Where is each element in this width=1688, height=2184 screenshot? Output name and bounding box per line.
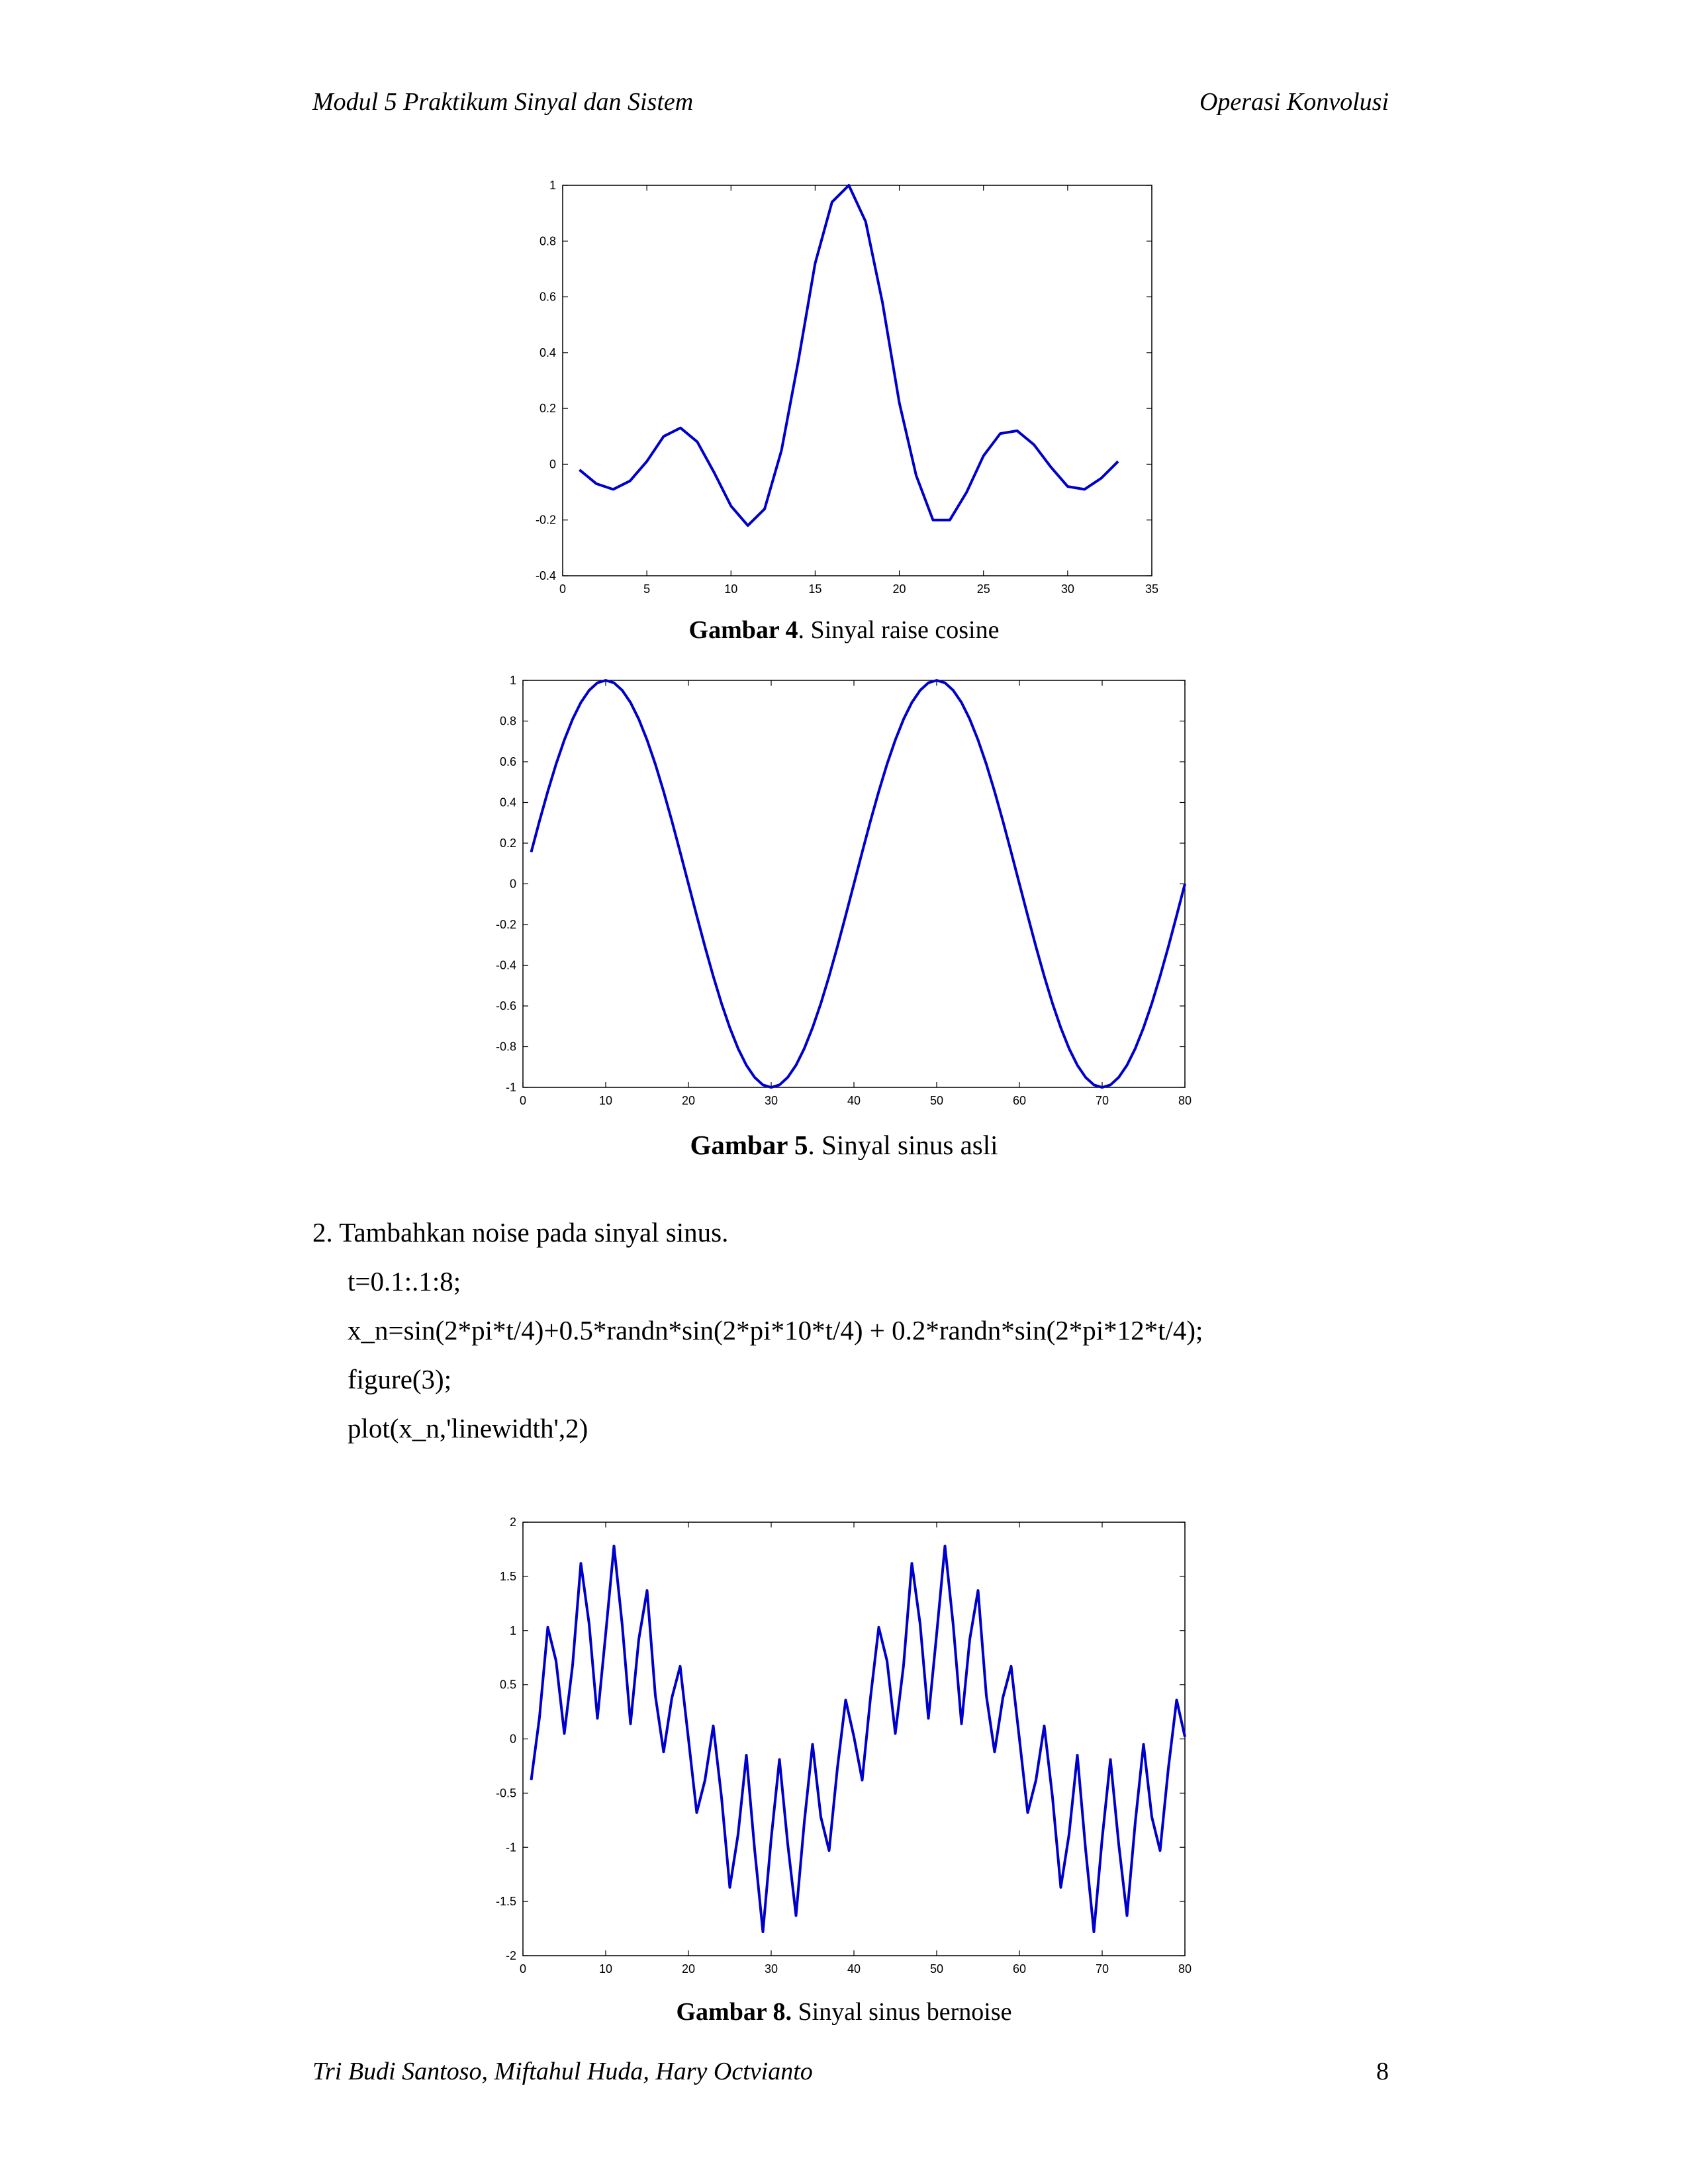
code-line-4: plot(x_n,'linewidth',2) xyxy=(348,1413,588,1443)
y-tick-label: 1 xyxy=(510,1624,516,1637)
x-tick-label: 70 xyxy=(1096,1962,1109,1976)
step-2-text: 2. Tambahkan noise pada sinyal sinus. xyxy=(312,1217,729,1248)
y-tick-label: -1 xyxy=(506,1081,516,1094)
figure-8-caption-text: Sinyal sinus bernoise xyxy=(792,1998,1012,2026)
x-tick-label: 70 xyxy=(1096,1094,1109,1107)
x-tick-label: 0 xyxy=(559,582,566,596)
x-tick-label: 40 xyxy=(847,1094,861,1107)
x-tick-label: 20 xyxy=(682,1094,695,1107)
code-line-2: x_n=sin(2*pi*t/4)+0.5*randn*sin(2*pi*10*… xyxy=(348,1315,1203,1345)
figure-4-plot: 0 5 10 15 20 25 30 35 -0.4 -0.2 0 0.2 0.4 0.6 0.8 1 xyxy=(516,169,1165,606)
x-tick-label: 35 xyxy=(1145,582,1158,596)
y-tick-label: 1 xyxy=(549,179,556,192)
y-tick-label: -0.8 xyxy=(496,1040,516,1054)
y-tick-label: 0.2 xyxy=(539,402,556,415)
x-tick-label: 40 xyxy=(847,1962,861,1976)
y-tick-label: 0.4 xyxy=(539,346,556,359)
series-line xyxy=(530,1545,1186,1933)
x-tick-label: 60 xyxy=(1013,1962,1026,1976)
raise-cosine-chart: 0 5 10 15 20 25 30 35 -0.4 -0.2 0 0.2 0.4 0.6 0.8 1 xyxy=(536,179,1158,596)
figure-4-label: Gambar 4 xyxy=(688,616,798,644)
page-number: 8 xyxy=(1376,2058,1389,2085)
x-tick-label: 0 xyxy=(520,1094,526,1107)
x-tick-label: 60 xyxy=(1013,1094,1026,1107)
series-line xyxy=(530,679,1186,1089)
running-header-right: Operasi Konvolusi xyxy=(1199,88,1389,116)
x-tick-label: 10 xyxy=(599,1962,612,1976)
x-tick-label: 50 xyxy=(930,1962,943,1976)
x-tick-label: 30 xyxy=(765,1094,778,1107)
series-line xyxy=(579,184,1119,527)
y-tick-label: -1.5 xyxy=(496,1895,516,1908)
x-tick-label: 20 xyxy=(682,1962,695,1976)
x-tick-label: 10 xyxy=(724,582,737,596)
sine-original-chart: 0 10 20 30 40 50 60 70 80 -1 -0.8 -0.6 -0.4 -0.2 0 0.2 0… xyxy=(496,674,1192,1107)
y-tick-label: 0.2 xyxy=(500,837,516,850)
y-tick-label: -0.5 xyxy=(496,1786,516,1799)
figure-8-label: Gambar 8. xyxy=(676,1998,792,2026)
y-tick-label: 0 xyxy=(549,457,556,471)
figure-5-label: Gambar 5 xyxy=(690,1130,808,1160)
x-tick-label: 80 xyxy=(1178,1094,1192,1107)
y-tick-label: 0.8 xyxy=(500,715,516,728)
code-line-1: t=0.1:.1:8; xyxy=(348,1266,461,1297)
y-tick-label: -1 xyxy=(506,1841,516,1854)
code-line-3: figure(3); xyxy=(348,1364,452,1394)
y-tick-label: 0 xyxy=(510,1733,516,1746)
y-tick-label: 1 xyxy=(510,674,516,687)
footer-authors: Tri Budi Santoso, Miftahul Huda, Hary Oc… xyxy=(312,2058,813,2085)
figure-8-plot: 0 10 20 30 40 50 60 70 80 -2 -1.5 -1 -0.5 0 0.5 1 1.5 2 xyxy=(477,1509,1205,1985)
figure-5-caption: Gambar 5. Sinyal sinus asli xyxy=(0,1129,1688,1161)
sine-noise-chart: 0 10 20 30 40 50 60 70 80 -2 -1.5 -1 -0.5 0 0.5 1 1.5 2 xyxy=(496,1516,1192,1976)
figure-5-plot: 0 10 20 30 40 50 60 70 80 -1 -0.8 -0.6 -0.4 -0.2 0 0.2 0… xyxy=(477,667,1205,1117)
x-tick-label: 20 xyxy=(893,582,906,596)
y-tick-label: 0.5 xyxy=(500,1678,516,1692)
y-tick-label: -0.2 xyxy=(496,918,516,931)
running-header-left: Modul 5 Praktikum Sinyal dan Sistem xyxy=(312,88,694,116)
x-tick-label: 5 xyxy=(643,582,650,596)
y-tick-label: 0 xyxy=(510,878,516,891)
y-tick-label: -0.4 xyxy=(496,959,516,972)
x-tick-label: 10 xyxy=(599,1094,612,1107)
x-tick-label: 50 xyxy=(930,1094,943,1107)
figure-4-caption-text: . Sinyal raise cosine xyxy=(798,616,1000,644)
x-tick-label: 15 xyxy=(808,582,821,596)
figure-4-caption: Gambar 4. Sinyal raise cosine xyxy=(0,615,1688,645)
y-tick-label: -0.2 xyxy=(536,514,556,527)
y-tick-label: 0.6 xyxy=(500,755,516,768)
figure-5-caption-text: . Sinyal sinus asli xyxy=(808,1130,998,1160)
y-tick-label: 0.6 xyxy=(539,291,556,304)
y-tick-label: 0.4 xyxy=(500,796,516,809)
x-tick-label: 30 xyxy=(765,1962,778,1976)
y-tick-label: -2 xyxy=(506,1949,516,1962)
x-tick-label: 25 xyxy=(977,582,990,596)
axes-box xyxy=(562,185,1152,576)
x-tick-label: 80 xyxy=(1178,1962,1192,1976)
y-tick-label: -0.4 xyxy=(536,569,556,582)
y-tick-label: 1.5 xyxy=(500,1570,516,1583)
y-tick-label: 2 xyxy=(510,1516,516,1529)
y-tick-label: -0.6 xyxy=(496,999,516,1013)
y-tick-label: 0.8 xyxy=(539,234,556,248)
x-tick-label: 0 xyxy=(520,1962,526,1976)
figure-8-caption: Gambar 8. Sinyal sinus bernoise xyxy=(0,1997,1688,2026)
x-tick-label: 30 xyxy=(1061,582,1074,596)
